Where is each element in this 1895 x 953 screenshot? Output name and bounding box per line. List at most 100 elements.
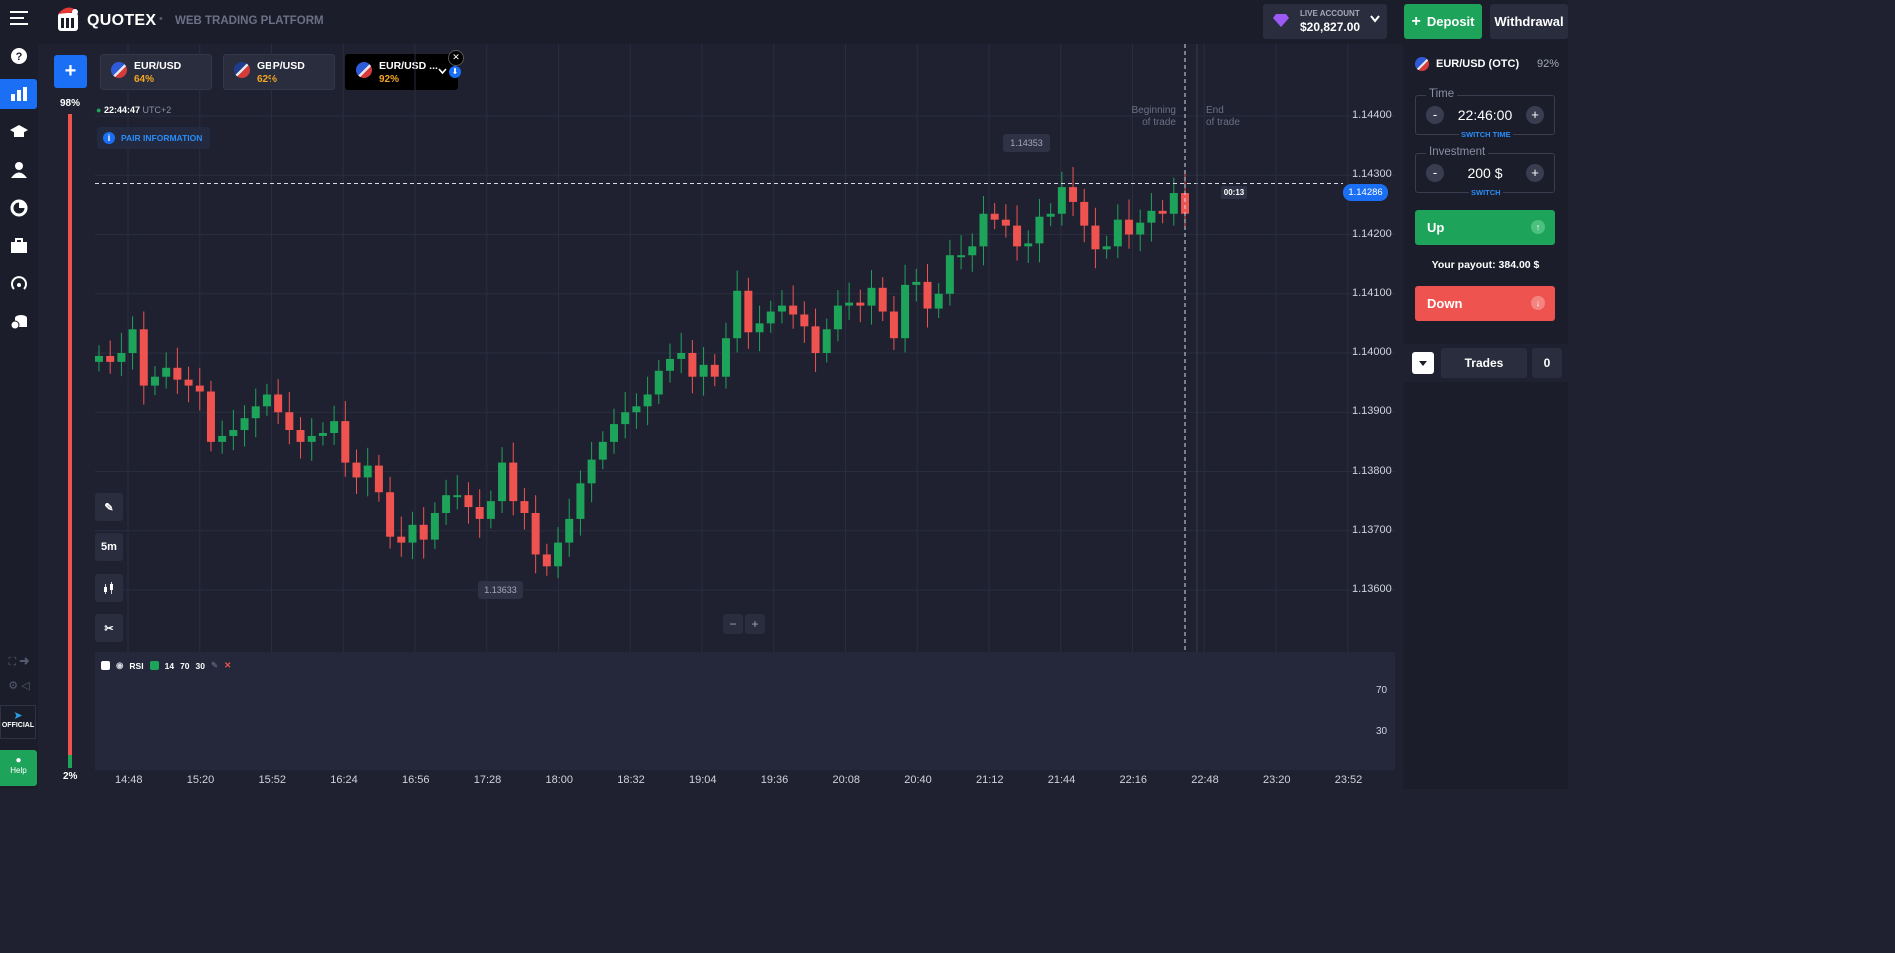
trades-toggle-button[interactable] (1412, 352, 1434, 374)
left-sidebar: ? ⛶ ➜ ⚙ ◁ ➤ OFFICIAL ● Help (0, 0, 38, 789)
candle-body (542, 554, 551, 567)
quotex-logo-icon[interactable] (55, 4, 81, 32)
fullscreen-icon[interactable]: ⛶ ➜ (8, 656, 30, 668)
signals-icon[interactable] (0, 269, 38, 299)
remove-indicator-icon[interactable]: ✕ (224, 660, 232, 670)
down-button[interactable]: Down ↓ (1415, 286, 1555, 321)
asset-tab-payout: 92% (379, 74, 400, 85)
asset-tab-active[interactable]: EUR/USD ... 92% (345, 54, 458, 90)
trading-chart-icon[interactable] (0, 79, 37, 109)
candle-body (509, 462, 518, 502)
time-field[interactable]: Time - 22:46:00 + (1415, 88, 1555, 135)
edit-icon[interactable]: ✎ (211, 660, 219, 670)
official-telegram-button[interactable]: ➤ OFFICIAL (0, 705, 36, 739)
help-circle-icon: ● (15, 755, 22, 766)
time-tick-label: 17:28 (473, 774, 502, 786)
time-increase-button[interactable]: + (1526, 106, 1544, 124)
candle-body (1035, 216, 1044, 244)
asset-tab[interactable]: EUR/USD 64% (100, 54, 212, 90)
candle-body (677, 353, 686, 359)
draw-tool-button[interactable]: ✎ (95, 493, 123, 521)
eu-us-flag-icon (111, 62, 127, 78)
info-icon: i (103, 132, 115, 144)
candle-body (352, 462, 361, 478)
candle-body (184, 379, 193, 386)
candle-body (464, 495, 473, 508)
settings-icon[interactable]: ⚙ ◁ (8, 680, 30, 692)
asset-tab[interactable]: GBP/USD 62% (223, 54, 335, 90)
time-label: Time (1426, 88, 1458, 100)
diamond-icon (1273, 13, 1289, 32)
profile-icon[interactable] (0, 155, 38, 185)
help-button[interactable]: ● Help (0, 750, 37, 786)
time-tick-label: 16:56 (402, 774, 430, 786)
investment-field[interactable]: Investment - 200 $ + (1415, 146, 1555, 193)
time-decrease-button[interactable]: - (1426, 106, 1444, 124)
candle-body (811, 326, 820, 353)
candle-body (1001, 219, 1010, 226)
time-value[interactable]: 22:46:00 (1457, 107, 1513, 123)
brand-name[interactable]: QUOTEX (87, 12, 157, 29)
analytics-icon[interactable] (0, 193, 38, 223)
chart-type-button[interactable] (95, 574, 123, 602)
withdrawal-button[interactable]: Withdrawal (1490, 4, 1568, 39)
price-chart[interactable] (0, 0, 1568, 789)
rsi-lower: 30 (195, 660, 205, 671)
switch-time-link[interactable]: SWITCH TIME (1459, 130, 1513, 139)
candle-body (363, 465, 372, 478)
time-tick-label: 20:08 (832, 774, 861, 786)
collapse-icon[interactable] (101, 661, 110, 670)
investment-decrease-button[interactable]: - (1426, 164, 1444, 182)
candle-body (453, 495, 462, 498)
candle-body (867, 287, 876, 306)
tournaments-icon[interactable] (0, 231, 38, 261)
trades-tab[interactable]: Trades (1441, 348, 1527, 378)
eye-icon[interactable]: ◉ (116, 660, 124, 670)
investment-increase-button[interactable]: + (1526, 164, 1544, 182)
candle-body (934, 293, 943, 309)
sentiment-bar (68, 114, 72, 768)
candle-body (139, 329, 148, 386)
add-asset-button[interactable]: + (54, 55, 87, 88)
rsi-upper: 70 (180, 660, 190, 671)
gb-us-flag-icon (234, 62, 250, 78)
pin-icon[interactable]: ⬇ (449, 66, 461, 78)
candle-body (990, 213, 999, 220)
account-switcher[interactable]: LIVE ACCOUNT $20,827.00 (1263, 4, 1387, 39)
candle-body (554, 542, 563, 567)
eu-us-flag-icon (356, 62, 372, 78)
asset-tab-payout: 62% (257, 74, 278, 85)
menu-icon[interactable] (0, 3, 38, 33)
candle-body (733, 290, 742, 339)
candle-body (957, 255, 966, 258)
price-tick-label: 1.13600 (1352, 583, 1392, 595)
candle-body (1091, 225, 1100, 250)
trade-panel: EUR/USD (OTC) 92% Time - 22:46:00 + SWIT… (1403, 44, 1568, 789)
time-tick-label: 16:24 (330, 774, 358, 786)
candle-body (218, 435, 227, 442)
help-question-icon[interactable]: ? (0, 41, 38, 71)
panel-asset-name[interactable]: EUR/USD (OTC) (1436, 58, 1520, 70)
zoom-in-button[interactable]: + (745, 614, 765, 634)
candle-body (744, 290, 753, 333)
candle-body (699, 364, 708, 377)
deposit-button[interactable]: + Deposit (1404, 4, 1482, 39)
up-button[interactable]: Up ↑ (1415, 210, 1555, 245)
time-tick-label: 21:12 (976, 774, 1004, 786)
zoom-out-button[interactable]: − (723, 614, 743, 634)
indicators-button[interactable]: ✂ (95, 614, 123, 642)
market-icon[interactable] (0, 307, 38, 337)
switch-link[interactable]: SWITCH (1469, 188, 1503, 197)
rsi-color-swatch[interactable] (149, 661, 159, 670)
close-tab-icon[interactable]: ✕ (448, 50, 464, 66)
investment-value[interactable]: 200 $ (1467, 165, 1503, 181)
education-icon[interactable] (0, 117, 38, 147)
price-tick-label: 1.13700 (1352, 523, 1392, 536)
pair-information-button[interactable]: i PAIR INFORMATION (97, 127, 211, 149)
candle-body (901, 284, 910, 339)
candle-body (632, 406, 641, 413)
candle-body (979, 213, 988, 247)
chevron-down-icon[interactable] (438, 62, 447, 80)
candle-body (419, 524, 428, 540)
timeframe-button[interactable]: 5m (95, 533, 123, 561)
